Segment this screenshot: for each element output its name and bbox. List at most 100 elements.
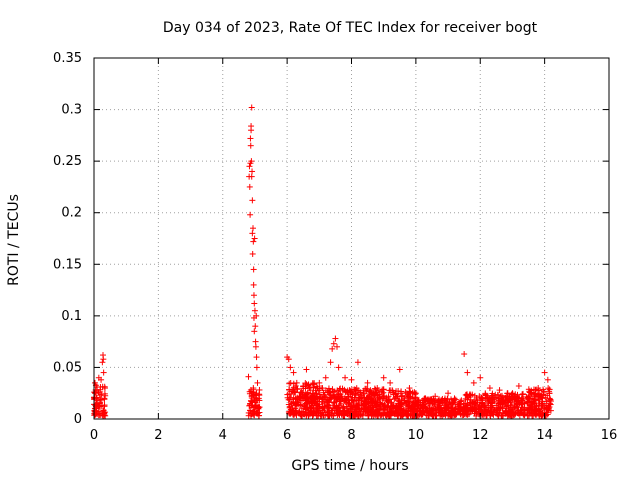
data-point xyxy=(387,403,394,410)
data-point xyxy=(509,402,516,409)
data-point xyxy=(333,403,340,410)
x-tick-label: 12 xyxy=(472,428,489,443)
data-point xyxy=(255,403,262,410)
data-point xyxy=(442,407,449,414)
data-point xyxy=(457,404,464,411)
data-point xyxy=(245,373,252,380)
data-point xyxy=(495,397,502,404)
data-point xyxy=(381,405,388,412)
data-point xyxy=(545,385,552,392)
data-point xyxy=(464,392,471,399)
data-point xyxy=(496,387,503,394)
data-point xyxy=(355,396,362,403)
data-point xyxy=(534,392,541,399)
data-point xyxy=(406,385,413,392)
data-point xyxy=(297,401,304,408)
y-tick-label: 0.2 xyxy=(61,206,82,221)
x-axis-label: GPS time / hours xyxy=(291,458,408,474)
data-point xyxy=(461,351,468,358)
data-point xyxy=(247,135,254,142)
data-point xyxy=(247,400,254,407)
data-point xyxy=(101,395,108,402)
x-tick-label: 2 xyxy=(154,428,162,443)
x-tick-label: 0 xyxy=(90,428,98,443)
data-point xyxy=(308,393,315,400)
data-point xyxy=(287,410,294,417)
data-point xyxy=(405,393,412,400)
data-point xyxy=(335,364,342,371)
data-point xyxy=(528,401,535,408)
data-point xyxy=(543,398,550,405)
data-point xyxy=(318,385,325,392)
data-point xyxy=(247,142,254,149)
data-point xyxy=(329,402,336,409)
x-tick-label: 6 xyxy=(283,428,291,443)
data-point xyxy=(512,410,519,417)
data-point xyxy=(252,323,259,330)
data-point xyxy=(372,398,379,405)
data-point xyxy=(369,402,376,409)
data-point xyxy=(451,395,458,402)
data-point xyxy=(465,410,472,417)
data-point xyxy=(449,399,456,406)
data-point xyxy=(486,395,493,402)
data-point xyxy=(361,402,368,409)
data-point xyxy=(343,403,350,410)
data-point xyxy=(429,405,436,412)
data-point xyxy=(527,409,534,416)
data-point xyxy=(515,382,522,389)
data-point xyxy=(350,409,357,416)
data-point xyxy=(313,390,320,397)
data-point xyxy=(512,396,519,403)
data-point xyxy=(316,379,323,386)
data-point xyxy=(477,406,484,413)
data-point xyxy=(290,407,297,414)
data-point xyxy=(546,390,553,397)
data-point xyxy=(320,396,327,403)
data-point xyxy=(426,409,433,416)
data-point xyxy=(286,404,293,411)
data-point xyxy=(353,403,360,410)
data-point xyxy=(310,412,317,419)
data-point xyxy=(307,407,314,414)
data-point xyxy=(399,392,406,399)
data-point xyxy=(99,359,106,366)
data-point xyxy=(285,356,292,363)
data-point xyxy=(414,408,421,415)
data-point xyxy=(101,402,108,409)
data-point xyxy=(330,393,337,400)
data-point xyxy=(422,395,429,402)
data-point xyxy=(403,398,410,405)
data-point xyxy=(249,168,256,175)
data-point xyxy=(384,411,391,418)
y-tick-label: 0.1 xyxy=(61,309,82,324)
data-point xyxy=(333,396,340,403)
data-point xyxy=(251,307,258,314)
data-point xyxy=(476,403,483,410)
data-point xyxy=(479,397,486,404)
data-point xyxy=(354,411,361,418)
data-point xyxy=(325,385,332,392)
x-tick-label: 10 xyxy=(408,428,425,443)
data-point xyxy=(301,403,308,410)
data-point xyxy=(474,399,481,406)
x-tick-label: 8 xyxy=(347,428,355,443)
data-point xyxy=(309,412,316,419)
y-axis-label: ROTI / TECUs xyxy=(6,194,22,286)
data-point xyxy=(249,250,256,257)
data-point xyxy=(413,412,420,419)
data-point xyxy=(530,386,537,393)
data-point xyxy=(471,402,478,409)
data-point xyxy=(98,376,105,383)
data-point xyxy=(481,404,488,411)
data-point xyxy=(100,369,107,376)
data-point xyxy=(445,390,452,397)
data-point xyxy=(535,385,542,392)
data-point xyxy=(316,403,323,410)
data-point xyxy=(246,183,253,190)
data-point xyxy=(345,397,352,404)
data-point xyxy=(496,405,503,412)
data-point xyxy=(340,411,347,418)
data-point xyxy=(373,389,380,396)
data-point xyxy=(309,399,316,406)
